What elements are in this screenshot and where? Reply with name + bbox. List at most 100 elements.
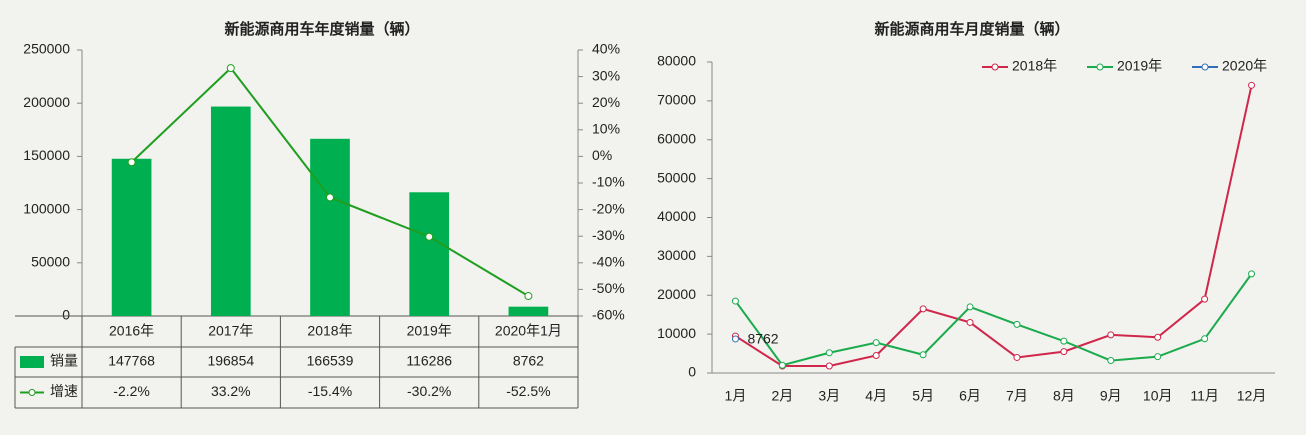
line-marker [825, 362, 833, 370]
x-tick-label: 12月 [1237, 388, 1267, 404]
x-tick-label: 6月 [959, 388, 981, 404]
table-cell: 147768 [108, 353, 155, 369]
legend-label: 2019年 [1117, 58, 1162, 74]
line-series [734, 85, 1253, 368]
chart-title: 新能源商用车月度销量（辆） [874, 20, 1069, 38]
line-marker [1154, 353, 1162, 361]
table-cell: -30.2% [407, 383, 451, 399]
legend-swatch [20, 356, 44, 368]
line-marker [872, 352, 880, 360]
line-marker [966, 318, 974, 326]
line-marker [1060, 348, 1068, 356]
x-tick-label: 7月 [1006, 388, 1028, 404]
y-tick-label: 250000 [23, 41, 70, 57]
line-marker [1248, 270, 1256, 278]
x-tick-label: 11月 [1190, 388, 1219, 404]
line-marker [1248, 81, 1256, 89]
table-cell: 196854 [207, 353, 254, 369]
x-tick-label: 5月 [912, 388, 934, 404]
bar [111, 158, 152, 316]
y2-tick-label: -60% [592, 307, 625, 323]
line-marker [1154, 333, 1162, 341]
x-tick-label: 2018年 [307, 323, 352, 339]
table-cell: -52.5% [506, 383, 550, 399]
line-marker [1013, 320, 1021, 328]
y-tick-label: 200000 [23, 94, 70, 110]
x-tick-label: 9月 [1100, 388, 1122, 404]
x-tick-label: 2月 [771, 388, 793, 404]
x-tick-label: 2016年 [109, 323, 154, 339]
table-cell: -15.4% [308, 383, 352, 399]
bar [508, 306, 549, 316]
bar [310, 138, 350, 316]
table-row-label: 销量 [50, 353, 78, 369]
y-tick-label: 0 [62, 307, 70, 323]
table-cell: 166539 [307, 353, 354, 369]
x-tick-label: 4月 [865, 388, 887, 404]
x-tick-label: 1月 [725, 388, 747, 404]
y-tick-label: 30000 [657, 247, 696, 263]
line-marker [1013, 353, 1021, 361]
line-marker [524, 292, 533, 301]
y-tick-label: 60000 [657, 130, 696, 146]
line-marker [919, 351, 927, 359]
bar [409, 192, 450, 316]
line-marker [778, 361, 786, 369]
y-tick-label: 80000 [657, 53, 696, 69]
line-marker [872, 339, 880, 347]
table-cell: 8762 [513, 353, 544, 369]
x-tick-label: 10月 [1143, 388, 1173, 404]
line-marker [1107, 357, 1115, 365]
line-marker [226, 64, 235, 73]
x-tick-label: 2017年 [208, 323, 253, 339]
x-tick-label: 3月 [818, 388, 840, 404]
line-marker [1107, 331, 1115, 339]
y2-tick-label: 40% [592, 41, 620, 57]
y-tick-label: 10000 [657, 325, 696, 341]
y-tick-label: 50000 [31, 254, 70, 270]
line-marker [825, 349, 833, 357]
x-tick-label: 8月 [1053, 388, 1075, 404]
y-tick-label: 70000 [657, 92, 696, 108]
legend-label: 2018年 [1012, 58, 1057, 74]
y2-tick-label: -40% [592, 254, 625, 270]
y2-tick-label: 10% [592, 121, 620, 137]
y-tick-label: 100000 [23, 200, 70, 216]
line-marker [425, 232, 434, 241]
x-tick-label: 2019年 [407, 323, 452, 339]
legend-label: 2020年 [1222, 58, 1267, 74]
y2-tick-label: 30% [592, 67, 620, 83]
y2-tick-label: 0% [592, 147, 612, 163]
chart-title: 新能源商用车年度销量（辆） [224, 20, 419, 38]
y-tick-label: 50000 [657, 169, 696, 185]
line-marker [1060, 337, 1068, 345]
y2-tick-label: 20% [592, 94, 620, 110]
y2-tick-label: -50% [592, 280, 625, 296]
y-tick-label: 40000 [657, 208, 696, 224]
table-cell: -2.2% [113, 383, 150, 399]
table-cell: 116286 [406, 353, 452, 369]
data-label: 8762 [747, 331, 778, 347]
y-tick-label: 20000 [657, 286, 696, 302]
line-series [734, 273, 1253, 367]
line-marker [127, 158, 136, 167]
line-marker [1201, 295, 1209, 303]
line-marker [1201, 335, 1209, 343]
legend-marker [1201, 63, 1209, 71]
line-marker [326, 193, 334, 202]
table-cell: 33.2% [211, 383, 251, 399]
line-marker [731, 297, 739, 305]
line-marker [919, 305, 927, 313]
x-tick-label: 2020年1月 [495, 323, 562, 339]
table-row-label: 增速 [50, 383, 78, 399]
y-tick-label: 150000 [23, 147, 70, 163]
legend-marker [1096, 63, 1104, 71]
bar [210, 106, 251, 317]
y2-tick-label: -10% [592, 174, 625, 190]
y-tick-label: 0 [688, 364, 696, 380]
y2-tick-label: -20% [592, 200, 625, 216]
line-marker [731, 335, 739, 343]
legend-marker [28, 389, 36, 396]
